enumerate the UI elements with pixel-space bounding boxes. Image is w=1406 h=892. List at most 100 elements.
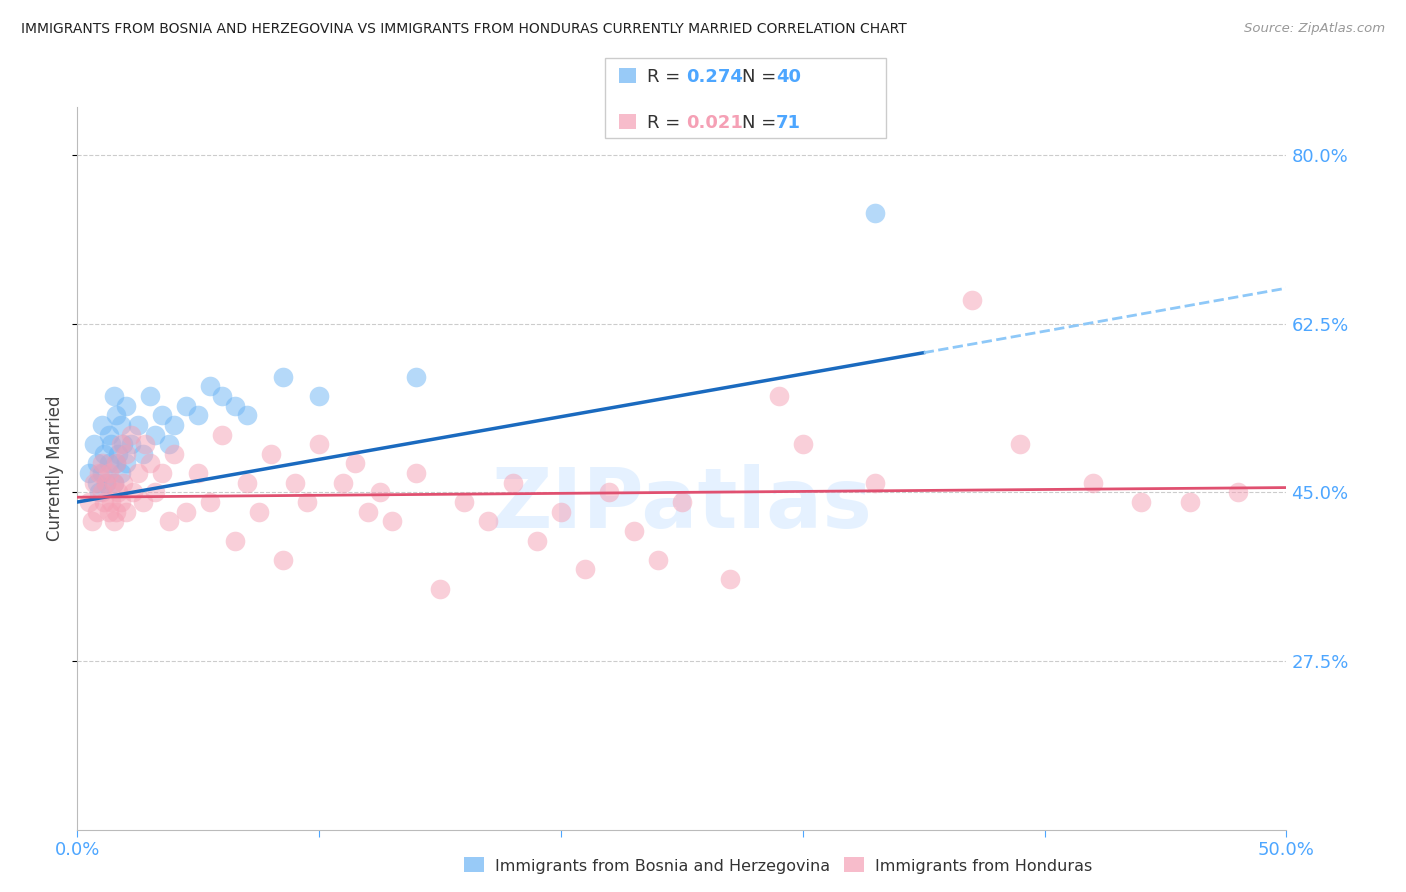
Point [131,447,153,461]
Text: Source: ZipAtlas.com: Source: ZipAtlas.com [1244,22,1385,36]
Point [143,427,166,442]
Point [247,505,270,519]
Point [110,417,132,432]
Point [90,417,112,432]
Text: N =: N = [742,114,782,132]
Point [127,417,149,432]
Point [550,505,572,519]
Point [103,475,125,490]
Point [865,475,887,490]
Text: IMMIGRANTS FROM BOSNIA AND HERZEGOVINA VS IMMIGRANTS FROM HONDURAS CURRENTLY MAR: IMMIGRANTS FROM BOSNIA AND HERZEGOVINA V… [21,22,907,37]
Point [105,457,128,471]
Point [114,399,136,413]
Point [453,495,475,509]
Text: 0.021: 0.021 [686,114,742,132]
Text: R =: R = [647,68,686,86]
Point [90,466,112,480]
Point [224,399,246,413]
Point [271,553,294,567]
Y-axis label: Currently Married: Currently Married [46,395,65,541]
Point [86,505,108,519]
Point [112,475,135,490]
Point [368,485,391,500]
Point [150,466,173,480]
Point [174,505,197,519]
Point [477,514,499,528]
Point [90,485,112,500]
Point [93,447,115,461]
Text: 0.274: 0.274 [686,68,742,86]
Point [97,505,120,519]
Point [1130,495,1153,509]
Point [83,437,105,451]
Point [429,582,451,596]
Point [103,514,125,528]
Point [381,514,404,528]
Point [284,475,307,490]
Point [502,475,524,490]
Point [1178,495,1201,509]
Point [110,495,132,509]
Point [105,409,128,423]
Point [224,533,246,548]
Point [308,389,330,403]
Point [86,457,108,471]
Point [768,389,790,403]
Point [86,475,108,490]
Point [157,514,180,528]
Point [1010,437,1032,451]
Point [157,437,180,451]
Point [332,475,354,490]
Point [235,409,257,423]
Point [163,447,186,461]
Text: Immigrants from Bosnia and Herzegovina: Immigrants from Bosnia and Herzegovina [495,859,831,873]
Point [105,505,128,519]
Point [143,485,166,500]
Point [134,437,156,451]
Point [865,206,887,220]
Point [174,399,197,413]
Point [718,572,741,586]
Point [120,437,142,451]
Point [405,466,427,480]
Point [647,553,669,567]
Point [150,409,173,423]
Point [120,427,142,442]
Point [200,495,222,509]
Point [163,417,186,432]
Point [344,457,367,471]
Point [96,475,118,490]
Point [114,457,136,471]
Point [79,495,101,509]
Point [97,466,120,480]
Point [97,457,120,471]
Point [114,447,136,461]
Text: R =: R = [647,114,686,132]
Text: ZIPatlas: ZIPatlas [492,464,872,545]
Point [574,562,596,576]
Point [1227,485,1250,500]
Point [139,457,162,471]
Point [260,447,283,461]
Point [131,495,153,509]
Point [211,427,233,442]
Point [187,466,209,480]
Point [105,457,128,471]
Point [792,437,814,451]
Text: 71: 71 [776,114,801,132]
Point [405,369,427,384]
Point [100,495,122,509]
Point [308,437,330,451]
Point [90,457,112,471]
Point [80,514,103,528]
Point [295,495,318,509]
Point [122,485,145,500]
Point [103,475,125,490]
Point [100,437,122,451]
Point [96,475,118,490]
Point [235,475,257,490]
Point [127,466,149,480]
Point [87,466,110,480]
Point [110,466,132,480]
Point [112,437,135,451]
